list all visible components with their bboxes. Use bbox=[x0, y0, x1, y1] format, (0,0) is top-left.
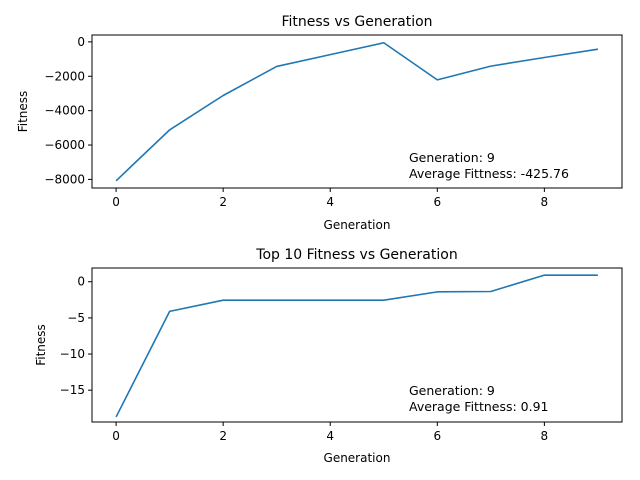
y-axis-label: Fitness bbox=[16, 91, 30, 133]
annotation-generation: Generation: 9 bbox=[409, 150, 495, 165]
annotation-average-fitness: Average Fittness: -425.76 bbox=[409, 166, 569, 181]
x-axis-label: Generation bbox=[324, 218, 391, 232]
series-line bbox=[115, 41, 599, 182]
x-tick-label: 0 bbox=[112, 429, 120, 443]
x-tick-label: 8 bbox=[541, 195, 549, 209]
y-tick-label: −5 bbox=[67, 311, 85, 325]
x-tick-label: 6 bbox=[433, 195, 441, 209]
x-axis-label: Generation bbox=[324, 451, 391, 465]
x-tick-label: 4 bbox=[326, 195, 334, 209]
annotation-generation: Generation: 9 bbox=[409, 383, 495, 398]
y-tick-label: −8000 bbox=[44, 172, 85, 186]
y-tick-label: 0 bbox=[77, 35, 85, 49]
y-tick-label: −10 bbox=[60, 347, 85, 361]
axes-frame bbox=[91, 267, 623, 423]
chart-title: Fitness vs Generation bbox=[281, 14, 432, 30]
series-line bbox=[115, 274, 598, 418]
x-tick-label: 8 bbox=[541, 429, 549, 443]
axes-frame bbox=[91, 34, 623, 189]
x-tick-label: 2 bbox=[219, 195, 227, 209]
x-tick-label: 6 bbox=[433, 429, 441, 443]
chart-panel-2: Top 10 Fitness vs Generation 0 2 4 6 8 −15 −10 −… bbox=[34, 247, 623, 465]
y-tick-label: −15 bbox=[60, 383, 85, 397]
y-tick-label: −4000 bbox=[44, 104, 85, 118]
chart-title: Top 10 Fitness vs Generation bbox=[255, 247, 457, 263]
y-tick-label: 0 bbox=[77, 275, 85, 289]
y-axis-label: Fitness bbox=[34, 324, 48, 366]
x-tick-label: 2 bbox=[219, 429, 227, 443]
annotation-average-fitness: Average Fittness: 0.91 bbox=[409, 399, 549, 414]
x-tick-label: 0 bbox=[112, 195, 120, 209]
y-tick-label: −6000 bbox=[44, 138, 85, 152]
x-tick-label: 4 bbox=[326, 429, 334, 443]
y-tick-label: −2000 bbox=[44, 69, 85, 83]
chart-panel-1: Fitness vs Generation 0 2 4 6 8 −8000 −6000 −400… bbox=[16, 14, 623, 232]
